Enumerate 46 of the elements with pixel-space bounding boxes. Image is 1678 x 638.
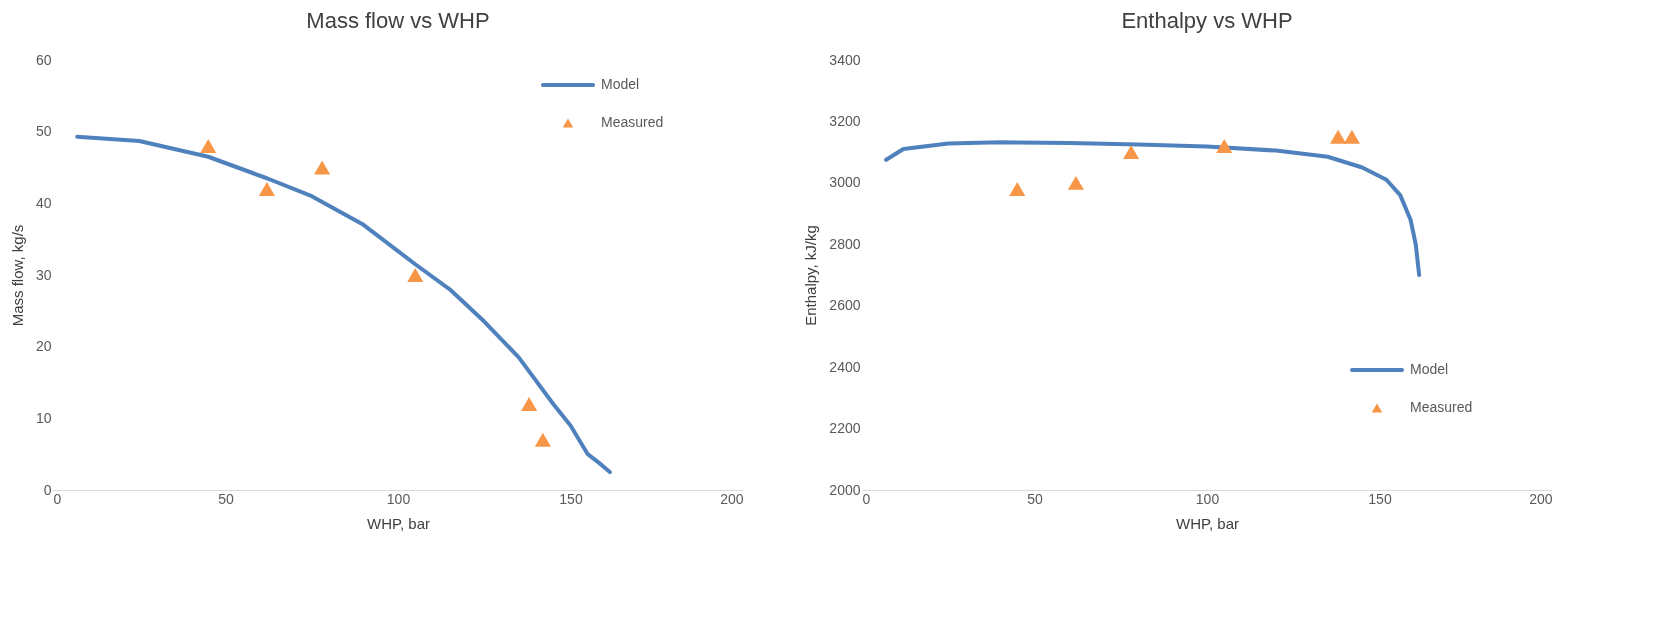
point	[1330, 129, 1347, 144]
y-tick-label: 50	[35, 123, 52, 140]
line-series	[75, 134, 612, 475]
y-tick-label: 20	[35, 338, 52, 355]
line-series	[884, 140, 1422, 277]
point	[200, 139, 217, 153]
legend-label: Measured	[601, 114, 664, 130]
point	[1343, 129, 1360, 144]
x-tick-label: 100	[1195, 490, 1220, 507]
y-tick-label: 2400	[829, 358, 861, 375]
point	[521, 397, 538, 411]
x-axis-title: WHP, bar	[366, 514, 431, 532]
legend-label: Model	[1410, 361, 1449, 377]
point	[258, 182, 275, 196]
chart-title: Enthalpy vs WHP	[1121, 8, 1293, 33]
y-tick-label: 10	[35, 409, 52, 426]
y-axis-title: Enthalpy, kJ/kg	[802, 225, 820, 326]
y-tick-label: 3400	[829, 51, 861, 68]
chart-title: Mass flow vs WHP	[306, 8, 490, 33]
y-tick-label: 60	[35, 51, 52, 68]
legend-label: Model	[601, 76, 640, 92]
y-tick-label: 3000	[829, 174, 861, 191]
x-tick-label: 50	[218, 490, 234, 507]
x-axis-title: WHP, bar	[1175, 514, 1240, 532]
y-tick-label: 2800	[829, 235, 861, 252]
x-tick-label: 100	[386, 490, 411, 507]
y-tick-label: 3200	[829, 112, 861, 129]
y-tick-label: 2200	[829, 420, 861, 437]
point	[1067, 175, 1084, 190]
point	[314, 160, 331, 175]
x-tick-label: 50	[1027, 490, 1043, 507]
x-tick-label: 200	[720, 490, 744, 507]
x-tick-label: 150	[559, 490, 583, 507]
point	[1123, 145, 1140, 160]
point	[1216, 139, 1233, 153]
y-tick-label: 2600	[829, 297, 861, 314]
point	[1009, 182, 1026, 196]
point	[407, 268, 424, 282]
x-tick-label: 150	[1368, 490, 1392, 507]
y-tick-label: 40	[35, 194, 52, 211]
legend-label: Measured	[1410, 399, 1473, 415]
y-tick-label: 2000	[829, 481, 861, 498]
y-tick-label: 30	[35, 266, 52, 283]
x-tick-label: 200	[1529, 490, 1553, 507]
y-axis-title: Mass flow, kg/s	[8, 224, 26, 327]
point	[534, 432, 551, 447]
